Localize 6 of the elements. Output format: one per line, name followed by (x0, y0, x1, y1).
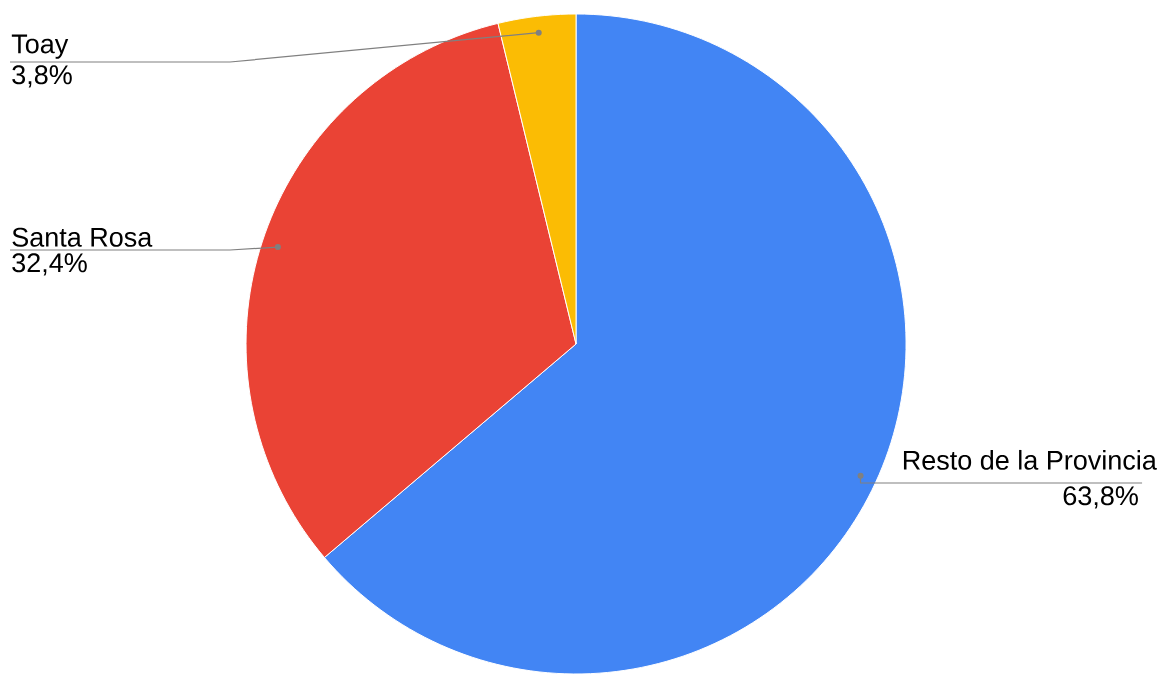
data-label: 32,4% (12, 253, 87, 276)
slice-label: Resto de la Provincia (903, 449, 1157, 470)
slice-label: Toay (11, 34, 69, 59)
data-label: 3,8% (12, 65, 72, 88)
data-label: 63,8% (1063, 486, 1138, 509)
slice-label: Santa Rosa (12, 227, 153, 247)
